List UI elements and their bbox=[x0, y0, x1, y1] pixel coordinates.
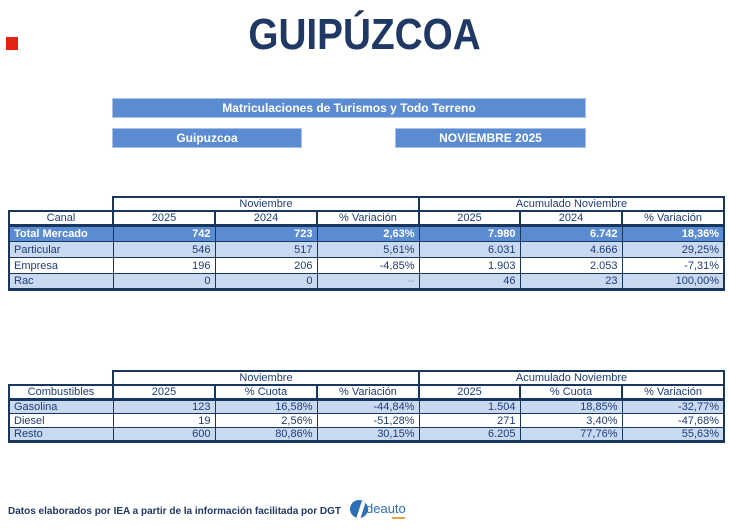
row-label: Gasolina bbox=[8, 398, 114, 414]
canal-table: Noviembre Acumulado Noviembre Canal 2025… bbox=[8, 196, 726, 291]
value-cell: -32,77% bbox=[621, 398, 726, 414]
value-cell: 3,40% bbox=[519, 413, 623, 428]
row-label: Diesel bbox=[8, 413, 114, 428]
table1-col-2025-acum: 2025 bbox=[418, 210, 521, 227]
row-label: Resto bbox=[8, 427, 114, 443]
value-cell: 46 bbox=[418, 273, 521, 291]
value-cell: 23 bbox=[519, 273, 623, 291]
table2-group-header-row: Noviembre Acumulado Noviembre bbox=[9, 370, 726, 386]
value-cell: 546 bbox=[112, 241, 216, 258]
table-row-empresa: Empresa 196 206 -4,85% 1.903 2.053 -7,31… bbox=[8, 257, 726, 274]
ideauto-logo-text: deauto bbox=[366, 501, 406, 516]
value-cell: 517 bbox=[214, 241, 318, 258]
value-cell: 206 bbox=[214, 257, 318, 274]
table1-col-2025-nov: 2025 bbox=[112, 210, 216, 227]
ideauto-logo-icon bbox=[350, 500, 368, 518]
value-cell: 6.205 bbox=[418, 427, 521, 443]
value-cell: 55,63% bbox=[621, 427, 726, 443]
value-cell: 18,36% bbox=[621, 224, 726, 242]
value-cell: 1.903 bbox=[418, 257, 521, 274]
value-cell: 196 bbox=[112, 257, 216, 274]
row-label: Empresa bbox=[8, 257, 114, 274]
banner-period: NOVIEMBRE 2025 bbox=[395, 128, 586, 148]
value-cell: 18,85% bbox=[519, 398, 623, 414]
table-row-particular: Particular 546 517 5,61% 6.031 4.666 29,… bbox=[8, 241, 726, 258]
value-cell: 6.031 bbox=[418, 241, 521, 258]
table1-group-month: Noviembre bbox=[112, 196, 420, 212]
table1-ghost-cell bbox=[9, 197, 113, 211]
page-title: GUIPÚZCOA bbox=[248, 10, 481, 59]
value-cell: 80,86% bbox=[214, 427, 318, 443]
banner-main: Matriculaciones de Turismos y Todo Terre… bbox=[112, 98, 586, 118]
table1-group-accumulated: Acumulado Noviembre bbox=[417, 196, 726, 212]
ideauto-logo: deauto bbox=[350, 500, 406, 519]
value-cell: -- bbox=[316, 273, 420, 291]
table1-column-header-row: Canal 2025 2024 % Variación 2025 2024 % … bbox=[8, 210, 726, 227]
table2-col-variacion-nov: % Variación bbox=[316, 384, 420, 401]
value-cell: 2,63% bbox=[316, 224, 420, 242]
value-cell: 30,15% bbox=[316, 427, 420, 443]
value-cell: -47,68% bbox=[621, 413, 726, 428]
row-label: Particular bbox=[8, 241, 114, 258]
value-cell: 742 bbox=[112, 224, 216, 242]
table-row-total-mercado: Total Mercado 742 723 2,63% 7.980 6.742 … bbox=[8, 224, 726, 242]
table-row-rac: Rac 0 0 -- 46 23 100,00% bbox=[8, 273, 726, 291]
table1-col-2024-acum: 2024 bbox=[519, 210, 623, 227]
value-cell: -51,28% bbox=[316, 413, 420, 428]
value-cell: 600 bbox=[112, 427, 216, 443]
value-cell: 19 bbox=[112, 413, 216, 428]
table2-col-2025-nov: 2025 bbox=[112, 384, 216, 401]
table1-col-2024-nov: 2024 bbox=[214, 210, 318, 227]
banner-region: Guipuzcoa bbox=[112, 128, 302, 148]
table2-col-cuota-acum: % Cuota bbox=[519, 384, 623, 401]
table2-col-cuota-nov: % Cuota bbox=[214, 384, 318, 401]
table1-col-variacion-nov: % Variación bbox=[316, 210, 420, 227]
value-cell: 7.980 bbox=[418, 224, 521, 242]
table1-group-header-row: Noviembre Acumulado Noviembre bbox=[9, 196, 726, 212]
combustibles-table: Noviembre Acumulado Noviembre Combustibl… bbox=[8, 370, 726, 443]
red-marker bbox=[6, 37, 18, 50]
table-row-resto: Resto 600 80,86% 30,15% 6.205 77,76% 55,… bbox=[8, 427, 726, 443]
value-cell: 123 bbox=[112, 398, 216, 414]
value-cell: 1.504 bbox=[418, 398, 521, 414]
value-cell: 16,58% bbox=[214, 398, 318, 414]
value-cell: 100,00% bbox=[621, 273, 726, 291]
table2-ghost-cell bbox=[9, 371, 113, 385]
table2-col-2025-acum: 2025 bbox=[418, 384, 521, 401]
value-cell: 77,76% bbox=[519, 427, 623, 443]
row-label: Rac bbox=[8, 273, 114, 291]
source-note: Datos elaborados por IEA a partir de la … bbox=[8, 506, 342, 517]
value-cell: 0 bbox=[112, 273, 216, 291]
value-cell: 6.742 bbox=[519, 224, 623, 242]
table2-group-accumulated: Acumulado Noviembre bbox=[417, 370, 726, 386]
table1-col-canal: Canal bbox=[8, 210, 114, 227]
table2-group-month: Noviembre bbox=[112, 370, 420, 386]
table-row-gasolina: Gasolina 123 16,58% -44,84% 1.504 18,85%… bbox=[8, 398, 726, 414]
value-cell: 2,56% bbox=[214, 413, 318, 428]
table1-col-variacion-acum: % Variación bbox=[620, 210, 726, 227]
value-cell: 271 bbox=[418, 413, 521, 428]
value-cell: -4,85% bbox=[316, 257, 420, 274]
row-label: Total Mercado bbox=[8, 224, 114, 242]
value-cell: 4.666 bbox=[519, 241, 623, 258]
table2-col-variacion-acum: % Variación bbox=[620, 384, 726, 401]
value-cell: -44,84% bbox=[316, 398, 420, 414]
ideauto-logo-underline bbox=[391, 517, 405, 519]
value-cell: 0 bbox=[214, 273, 318, 291]
table2-column-header-row: Combustibles 2025 % Cuota % Variación 20… bbox=[8, 384, 726, 401]
table2-col-combustibles: Combustibles bbox=[8, 384, 114, 401]
value-cell: 2.053 bbox=[519, 257, 623, 274]
value-cell: 29,25% bbox=[621, 241, 726, 258]
value-cell: -7,31% bbox=[621, 257, 726, 274]
value-cell: 5,61% bbox=[316, 241, 420, 258]
table-row-diesel: Diesel 19 2,56% -51,28% 271 3,40% -47,68… bbox=[8, 413, 726, 428]
value-cell: 723 bbox=[214, 224, 318, 242]
